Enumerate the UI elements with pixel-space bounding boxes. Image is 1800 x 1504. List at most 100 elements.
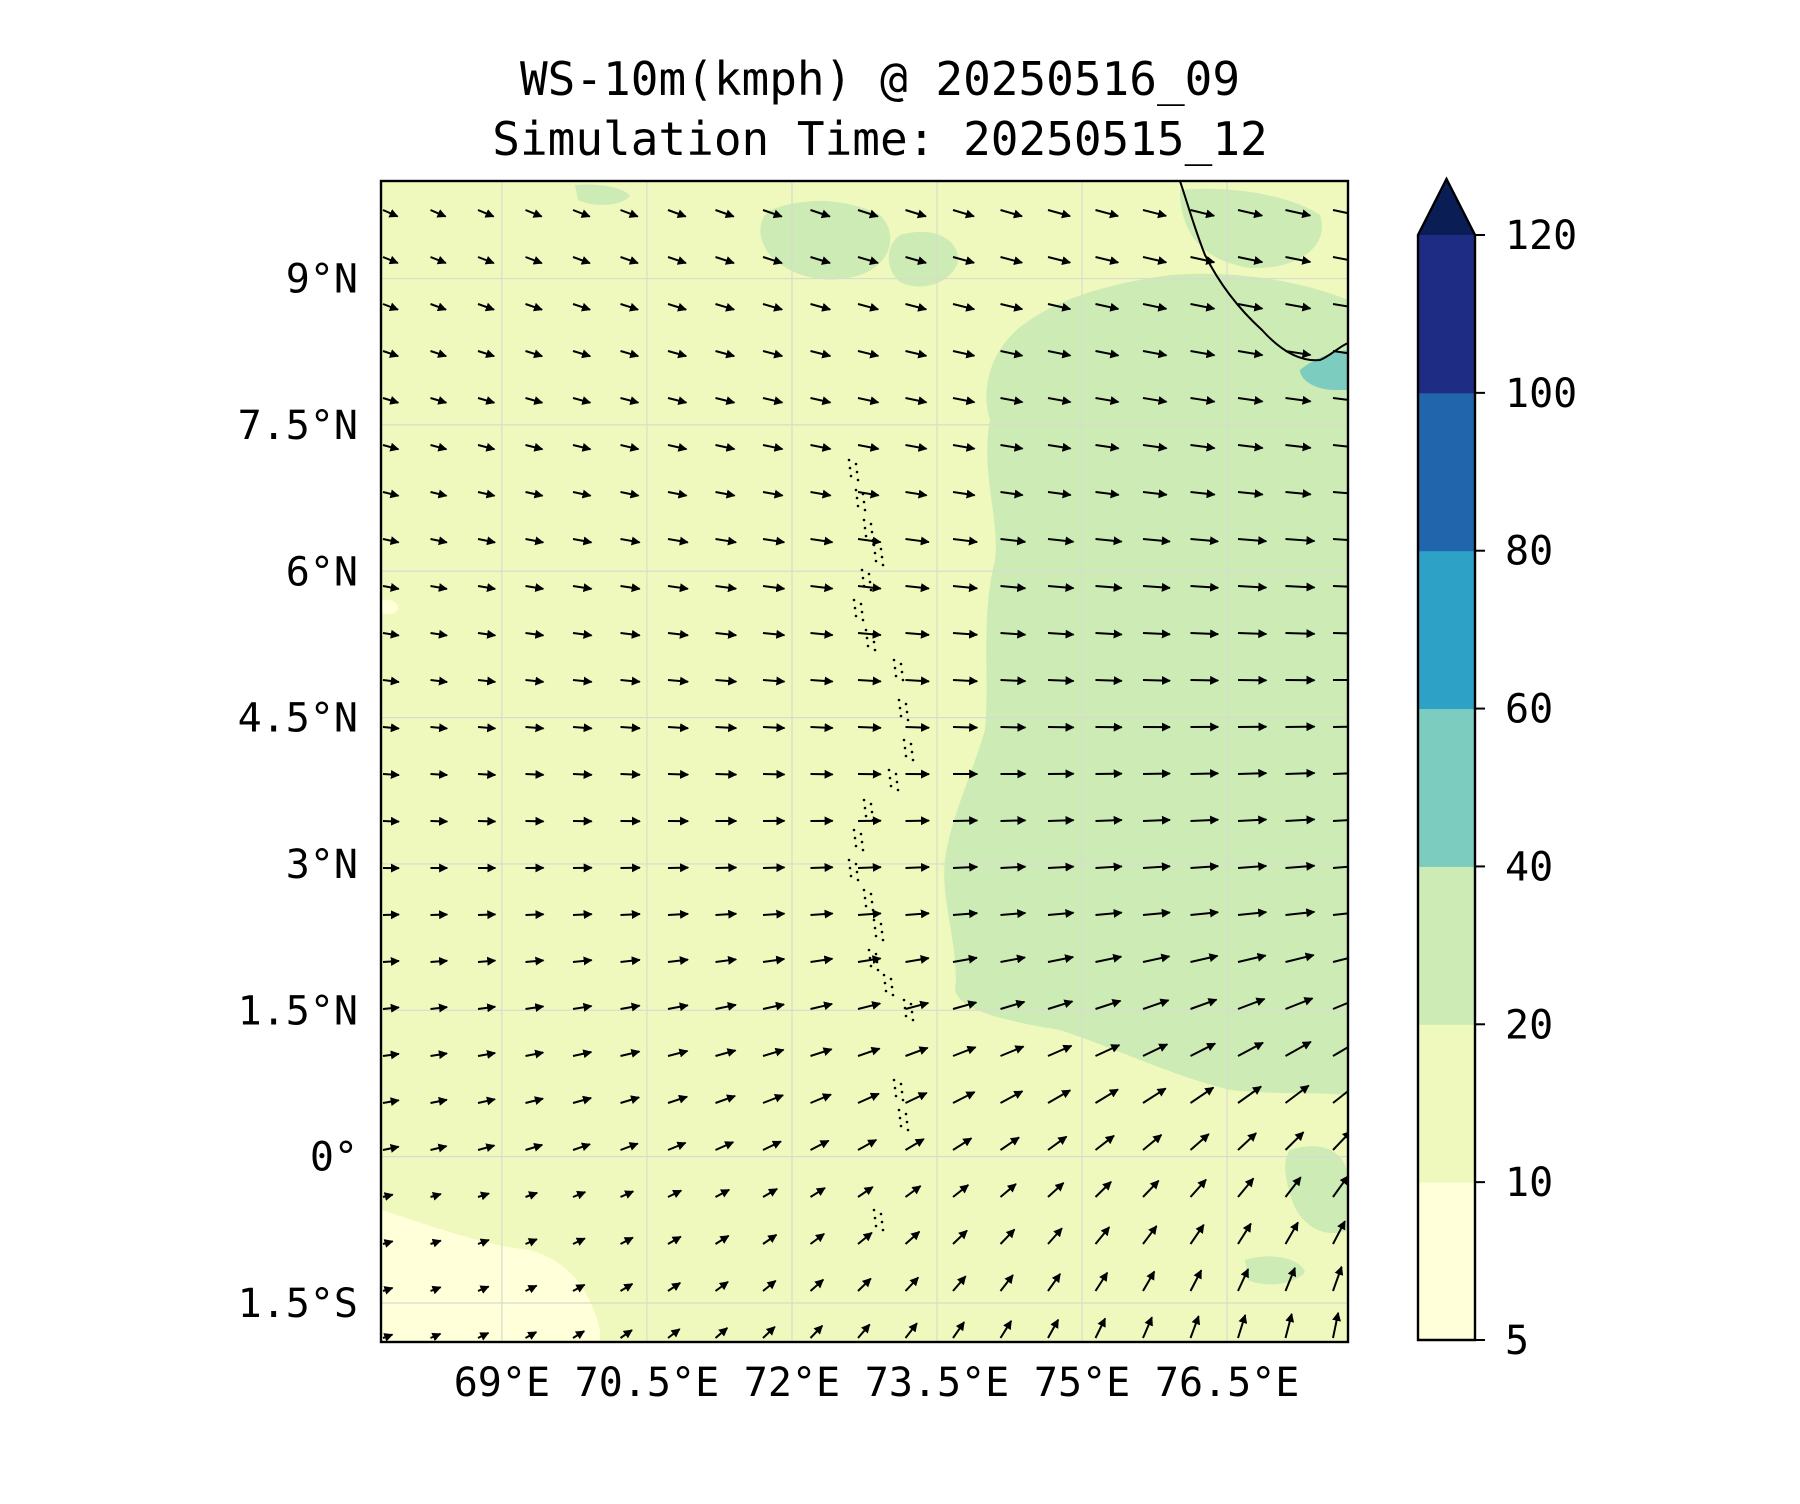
wind-vector <box>1048 867 1074 868</box>
colorbar-bin-2 <box>1418 866 1475 1024</box>
wind-vector <box>1143 820 1170 821</box>
wind-vector <box>1001 867 1026 868</box>
x-tick-label-1: 70.5°E <box>575 1360 720 1406</box>
atoll-dot <box>874 1217 877 1220</box>
atoll-dot <box>898 699 901 702</box>
atoll-dot <box>856 871 859 874</box>
contour-moderate-speed-east <box>944 274 1348 1095</box>
wind-vector <box>1191 680 1219 681</box>
wind-vector <box>1143 633 1170 634</box>
colorbar-label-2: 20 <box>1505 1002 1553 1048</box>
atoll-dot <box>900 715 903 718</box>
atoll-dot <box>884 982 887 985</box>
wind-vector <box>763 867 785 868</box>
atoll-dot <box>881 931 884 934</box>
y-tick-label-3: 4.5°N <box>238 696 358 742</box>
colorbar-label-0: 5 <box>1505 1318 1529 1364</box>
atoll-dot <box>870 803 873 806</box>
atoll-dot <box>902 679 905 682</box>
atoll-dot <box>905 755 908 758</box>
atoll-dot <box>889 777 892 780</box>
atoll-dot <box>873 544 876 547</box>
atoll-dot <box>871 901 874 904</box>
wind-vector <box>431 774 448 775</box>
atoll-dot <box>891 986 894 989</box>
atoll-dot <box>875 560 878 563</box>
colorbar-bin-1 <box>1418 1024 1475 1182</box>
wind-vector <box>906 867 930 868</box>
wind-vector <box>906 727 930 728</box>
colorbar-bin-4 <box>1418 551 1475 709</box>
wind-vector <box>953 727 977 728</box>
atoll-dot <box>900 1083 903 1086</box>
atoll-dot <box>910 743 913 746</box>
atoll-dot <box>900 663 903 666</box>
atoll-dot <box>874 552 877 555</box>
wind-vector <box>716 914 737 915</box>
wind-vector <box>716 727 737 728</box>
wind-vector <box>1001 680 1026 681</box>
atoll-dot <box>857 879 860 882</box>
wind-vector <box>953 867 977 868</box>
atoll-dot <box>893 1079 896 1082</box>
atoll-dot <box>871 531 874 534</box>
x-tick-label-4: 75°E <box>1034 1360 1130 1406</box>
atoll-dot <box>882 939 885 942</box>
wind-vector <box>383 821 399 822</box>
atoll-dot <box>880 1213 883 1216</box>
wind-vector <box>668 727 688 728</box>
atoll-dot <box>899 1117 902 1120</box>
atoll-dot <box>896 781 899 784</box>
wind-vector <box>431 961 448 962</box>
wind-vector <box>621 727 640 728</box>
atoll-dot <box>865 535 868 538</box>
atoll-dot <box>863 519 866 522</box>
y-tick-label-7: 1.5°S <box>238 1281 358 1327</box>
atoll-dot <box>873 1209 876 1212</box>
colorbar-label-3: 40 <box>1505 844 1553 890</box>
atoll-dot <box>882 564 885 567</box>
atoll-dot <box>877 969 880 972</box>
atoll-dot <box>870 965 873 968</box>
wind-vector <box>573 774 592 775</box>
x-tick-label-5: 76.5°E <box>1155 1360 1300 1406</box>
atoll-dot <box>857 505 860 508</box>
wind-vector <box>526 774 544 775</box>
colorbar-bin-5 <box>1418 393 1475 551</box>
atoll-dot <box>855 845 858 848</box>
atoll-dot <box>876 961 879 964</box>
wind-vector <box>431 821 448 822</box>
atoll-dot <box>885 990 888 993</box>
wind-vector <box>1238 633 1266 634</box>
atoll-dot <box>849 467 852 470</box>
colorbar-label-7: 120 <box>1505 213 1577 259</box>
atoll-dot <box>853 599 856 602</box>
wind-vector <box>1238 773 1266 774</box>
wind-vector <box>1191 773 1219 774</box>
atoll-dot <box>903 999 906 1002</box>
atoll-dot <box>850 475 853 478</box>
wind-vector <box>1191 820 1219 821</box>
atoll-dot <box>875 1225 878 1228</box>
atoll-dot <box>882 1229 885 1232</box>
wind-vector <box>858 680 881 681</box>
atoll-dot <box>853 829 856 832</box>
atoll-dot <box>910 1003 913 1006</box>
atoll-dot <box>911 751 914 754</box>
atoll-dot <box>906 1121 909 1124</box>
colorbar-bin-0 <box>1418 1182 1475 1340</box>
y-tick-label-4: 3°N <box>286 842 358 888</box>
atoll-dot <box>904 747 907 750</box>
atoll-dot <box>890 785 893 788</box>
colorbar-label-1: 10 <box>1505 1160 1553 1206</box>
atoll-dot <box>869 581 872 584</box>
atoll-dot <box>901 671 904 674</box>
y-tick-label-0: 9°N <box>286 257 358 303</box>
wind-vector <box>383 774 399 775</box>
atoll-dot <box>905 1015 908 1018</box>
atoll-dot <box>863 501 866 504</box>
wind-vector <box>526 727 544 728</box>
atoll-dot <box>854 607 857 610</box>
